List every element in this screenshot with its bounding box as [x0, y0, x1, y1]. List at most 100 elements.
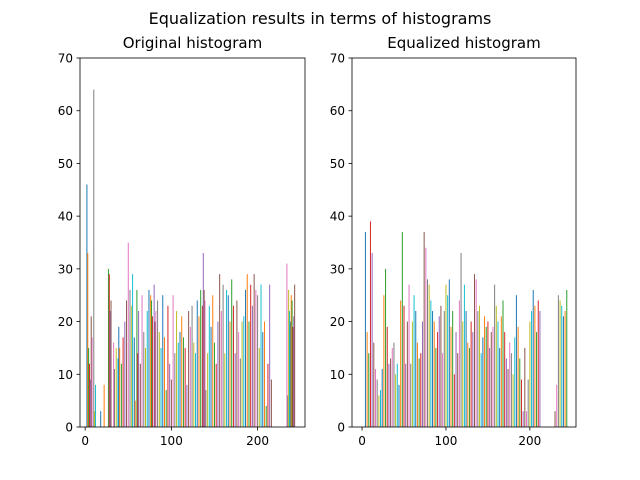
- equalized-bar: [442, 353, 444, 427]
- original-bar: [184, 347, 186, 427]
- equalized-bar: [388, 363, 390, 427]
- original-bar: [287, 395, 289, 427]
- equalized-bar: [448, 279, 450, 427]
- equalized-bar: [499, 347, 501, 427]
- equalized-x-tick-label: 0: [358, 434, 366, 448]
- original-bar: [289, 321, 291, 427]
- equalized-y-tick-label: 40: [330, 210, 345, 224]
- equalized-bar: [539, 311, 541, 427]
- original-bar: [113, 342, 115, 427]
- equalized-bar: [562, 316, 564, 427]
- equalized-bar: [374, 369, 376, 427]
- original-bar: [204, 300, 206, 427]
- original-bar: [120, 363, 122, 427]
- original-bar: [110, 300, 112, 427]
- equalized-y-tick-label: 10: [330, 368, 345, 382]
- equalized-bar: [450, 326, 452, 427]
- equalized-bar: [460, 253, 462, 427]
- original-bar: [202, 253, 204, 427]
- equalized-bar: [433, 321, 435, 427]
- equalized-bar: [418, 358, 420, 427]
- original-bar: [90, 316, 92, 427]
- original-bar: [258, 347, 260, 427]
- equalized-y-tick-label: 60: [330, 104, 345, 118]
- equalized-bar: [438, 316, 440, 427]
- original-bar: [229, 321, 231, 427]
- original-bar: [250, 284, 252, 427]
- original-bar: [213, 342, 215, 427]
- original-bar: [133, 337, 135, 427]
- equalized-bar: [385, 268, 387, 427]
- original-bar: [139, 363, 141, 427]
- original-bar: [293, 316, 295, 427]
- equalized-bar: [443, 311, 445, 427]
- original-x-tick-label: 100: [160, 434, 183, 448]
- original-bar: [115, 347, 117, 427]
- original-bar: [143, 332, 145, 427]
- original-bar: [186, 384, 188, 427]
- equalized-bar: [383, 295, 385, 427]
- equalized-bar: [368, 353, 370, 427]
- equalized-bar: [413, 295, 415, 427]
- original-bar: [174, 353, 176, 427]
- original-bar: [155, 311, 157, 427]
- equalized-bar: [514, 337, 516, 427]
- equalized-bar: [504, 332, 506, 427]
- equalized-bar: [517, 326, 519, 427]
- original-bar: [248, 321, 250, 427]
- equalized-histogram-panel: 0 10 20 30 40 50 60 70 0 100 200 Equalized histogra…: [330, 34, 577, 448]
- equalized-bar: [484, 316, 486, 427]
- original-bar: [146, 311, 148, 427]
- equalized-bar: [378, 395, 380, 427]
- equalized-bar: [406, 321, 408, 427]
- equalized-bar: [452, 311, 454, 427]
- original-bar: [151, 316, 153, 427]
- equalized-bar: [534, 305, 536, 427]
- original-bar: [95, 384, 97, 427]
- original-bar: [157, 300, 159, 427]
- equalized-bar: [427, 279, 429, 427]
- original-bar: [251, 305, 253, 427]
- equalized-bar: [405, 363, 407, 427]
- equalized-bar: [494, 284, 496, 427]
- equalized-y-tick-label: 70: [330, 52, 345, 66]
- original-bar: [267, 363, 269, 427]
- original-bar: [181, 316, 183, 427]
- original-bar: [260, 284, 262, 427]
- original-bar: [196, 300, 198, 427]
- equalized-bar: [428, 284, 430, 427]
- equalized-bar: [529, 321, 531, 427]
- original-bar: [200, 289, 202, 427]
- original-bar: [188, 311, 190, 427]
- equalized-bar: [502, 300, 504, 427]
- original-bar: [154, 321, 156, 427]
- equalized-bar: [435, 347, 437, 427]
- original-bar: [215, 363, 217, 427]
- original-bar: [158, 332, 160, 427]
- equalized-bar: [366, 332, 368, 427]
- equalized-bar: [468, 347, 470, 427]
- original-bar: [208, 305, 210, 427]
- equalized-bar: [376, 379, 378, 427]
- equalized-bar: [465, 311, 467, 427]
- original-bar: [198, 316, 200, 427]
- original-bar: [239, 358, 241, 427]
- original-bar: [205, 390, 207, 427]
- equalized-bar: [489, 347, 491, 427]
- equalized-x-tick-label: 200: [518, 434, 541, 448]
- equalized-bar: [512, 374, 514, 427]
- original-bar: [94, 411, 96, 427]
- original-bar: [294, 284, 296, 427]
- original-bar: [172, 295, 174, 427]
- original-bar: [113, 369, 115, 427]
- original-bar: [290, 295, 292, 427]
- equalized-bar: [401, 231, 403, 427]
- original-bar: [231, 279, 233, 427]
- equalized-bar: [467, 342, 469, 427]
- equalized-bar: [423, 231, 425, 427]
- equalized-bar: [485, 326, 487, 427]
- original-bar: [148, 289, 150, 427]
- equalized-bar: [510, 353, 512, 427]
- original-bar: [182, 337, 184, 427]
- equalized-bar: [557, 295, 559, 427]
